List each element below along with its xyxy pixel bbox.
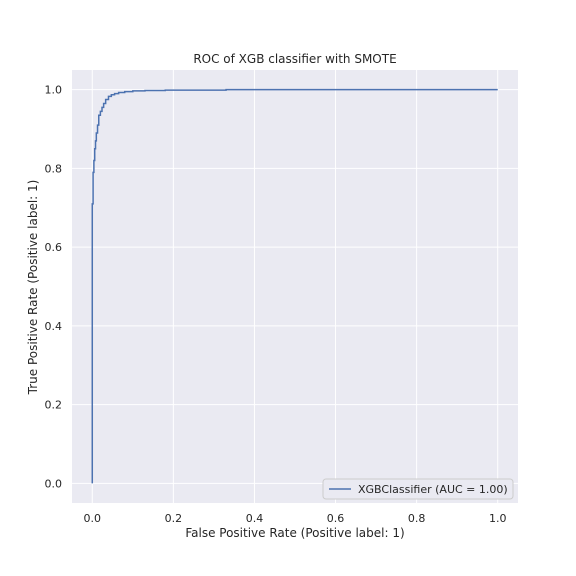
- y-tick-label: 0.2: [45, 399, 63, 412]
- x-axis-label: False Positive Rate (Positive label: 1): [185, 526, 404, 540]
- y-tick-label: 0.0: [45, 477, 63, 490]
- x-tick-label: 0.6: [327, 512, 345, 525]
- tick-labels: 0.0 0.2 0.4 0.6 0.8 1.0 0.0 0.2 0.4 0.6 0.8 1.0: [45, 84, 507, 525]
- roc-curve-line: [91, 88, 498, 484]
- x-tick-label: 0.2: [165, 512, 183, 525]
- y-tick-label: 1.0: [45, 84, 63, 97]
- series-layer: [91, 88, 498, 484]
- y-tick-label: 0.4: [45, 320, 63, 333]
- legend-label: XGBClassifier (AUC = 1.00): [358, 483, 508, 496]
- grid-lines: [72, 70, 518, 503]
- chart-title: ROC of XGB classifier with SMOTE: [193, 52, 396, 66]
- legend: XGBClassifier (AUC = 1.00): [322, 478, 514, 500]
- x-tick-label: 0.8: [408, 512, 426, 525]
- legend-box: [322, 478, 514, 500]
- x-tick-label: 0.0: [84, 512, 102, 525]
- x-tick-label: 1.0: [489, 512, 507, 525]
- y-axis-label: True Positive Rate (Positive label: 1): [26, 180, 40, 396]
- plot-area: [72, 70, 518, 503]
- x-tick-label: 0.4: [246, 512, 264, 525]
- y-tick-label: 0.6: [45, 241, 63, 254]
- y-tick-label: 0.8: [45, 162, 63, 175]
